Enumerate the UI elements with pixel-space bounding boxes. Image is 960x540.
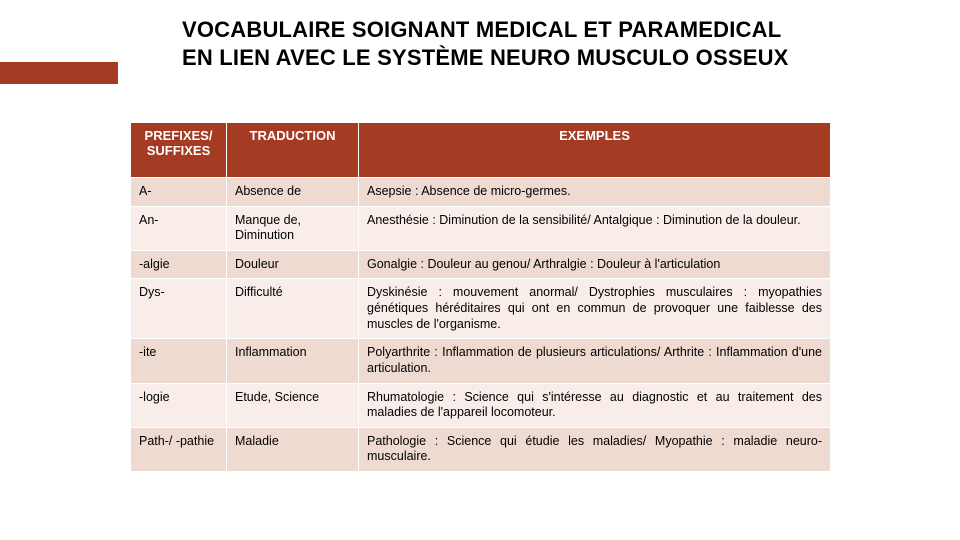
title-line-2: EN LIEN AVEC LE SYSTÈME NEURO MUSCULO OS… bbox=[182, 45, 789, 70]
cell-exemple: Dyskinésie : mouvement anormal/ Dystroph… bbox=[359, 279, 831, 339]
vocab-table: PREFIXES/ SUFFIXES TRADUCTION EXEMPLES A… bbox=[130, 122, 831, 472]
table-row: -logie Etude, Science Rhumatologie : Sci… bbox=[131, 383, 831, 427]
cell-traduction: Difficulté bbox=[227, 279, 359, 339]
table-row: -algie Douleur Gonalgie : Douleur au gen… bbox=[131, 250, 831, 279]
cell-exemple: Asepsie : Absence de micro-germes. bbox=[359, 177, 831, 206]
cell-prefix: -algie bbox=[131, 250, 227, 279]
cell-exemple: Polyarthrite : Inflammation de plusieurs… bbox=[359, 339, 831, 383]
cell-exemple: Gonalgie : Douleur au genou/ Arthralgie … bbox=[359, 250, 831, 279]
cell-prefix: -ite bbox=[131, 339, 227, 383]
table-row: Path-/ -pathie Maladie Pathologie : Scie… bbox=[131, 427, 831, 471]
cell-traduction: Maladie bbox=[227, 427, 359, 471]
col-header-traduction: TRADUCTION bbox=[227, 123, 359, 178]
cell-traduction: Etude, Science bbox=[227, 383, 359, 427]
cell-prefix: Path-/ -pathie bbox=[131, 427, 227, 471]
col-header-exemples: EXEMPLES bbox=[359, 123, 831, 178]
table-header-row: PREFIXES/ SUFFIXES TRADUCTION EXEMPLES bbox=[131, 123, 831, 178]
cell-traduction: Absence de bbox=[227, 177, 359, 206]
cell-exemple: Rhumatologie : Science qui s'intéresse a… bbox=[359, 383, 831, 427]
cell-prefix: -logie bbox=[131, 383, 227, 427]
cell-traduction: Inflammation bbox=[227, 339, 359, 383]
table-row: A- Absence de Asepsie : Absence de micro… bbox=[131, 177, 831, 206]
col-header-prefix: PREFIXES/ SUFFIXES bbox=[131, 123, 227, 178]
cell-prefix: An- bbox=[131, 206, 227, 250]
cell-prefix: A- bbox=[131, 177, 227, 206]
cell-exemple: Pathologie : Science qui étudie les mala… bbox=[359, 427, 831, 471]
vocab-table-wrap: PREFIXES/ SUFFIXES TRADUCTION EXEMPLES A… bbox=[130, 122, 830, 472]
table-row: Dys- Difficulté Dyskinésie : mouvement a… bbox=[131, 279, 831, 339]
title-line-1: VOCABULAIRE SOIGNANT MEDICAL ET PARAMEDI… bbox=[182, 17, 781, 42]
table-row: -ite Inflammation Polyarthrite : Inflamm… bbox=[131, 339, 831, 383]
cell-traduction: Douleur bbox=[227, 250, 359, 279]
cell-prefix: Dys- bbox=[131, 279, 227, 339]
table-row: An- Manque de, Diminution Anesthésie : D… bbox=[131, 206, 831, 250]
cell-exemple: Anesthésie : Diminution de la sensibilit… bbox=[359, 206, 831, 250]
accent-strip bbox=[0, 62, 118, 84]
cell-traduction: Manque de, Diminution bbox=[227, 206, 359, 250]
page-title: VOCABULAIRE SOIGNANT MEDICAL ET PARAMEDI… bbox=[182, 16, 882, 72]
